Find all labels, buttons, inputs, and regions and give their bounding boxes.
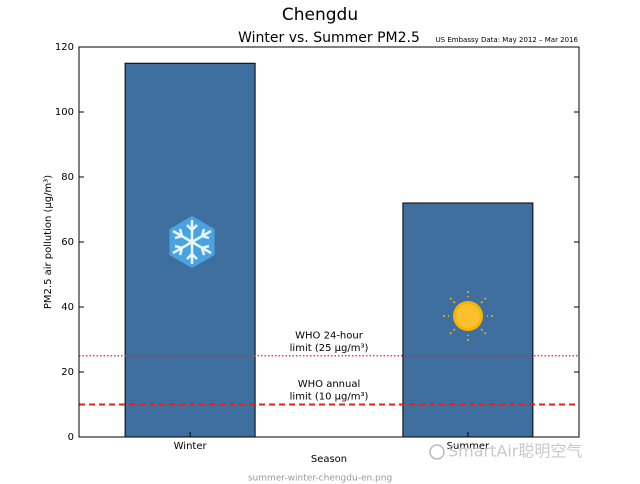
y-axis-label: PM2.5 air pollution (μg/m³) (43, 175, 54, 309)
sun-icon (443, 291, 493, 341)
chart-title: Winter vs. Summer PM2.5 (238, 30, 420, 46)
reference-label: WHO 24-hour (295, 330, 364, 341)
chart-suptitle: Chengdu (282, 5, 358, 25)
y-tick-label: 100 (55, 107, 74, 118)
snowflake-icon (169, 216, 215, 268)
y-tick-label: 0 (68, 432, 74, 443)
reference-label: limit (25 μg/m³) (290, 343, 369, 354)
watermark: SmartAir聪明空气 (429, 442, 582, 461)
y-tick-label: 40 (61, 302, 74, 313)
y-tick-label: 20 (61, 367, 74, 378)
x-axis-label: Season (311, 454, 347, 465)
plot-area: 0 20 40 60 80 100 120 Winter Summer WHO 24-hour li… (55, 42, 580, 452)
chart-note: US Embassy Data: May 2012 – Mar 2016 (436, 36, 579, 44)
reference-label: WHO annual (298, 379, 361, 390)
plot-frame (78, 46, 580, 438)
x-tick-label: Summer (447, 441, 490, 452)
y-tick-label: 80 (61, 172, 74, 183)
watermark-text: SmartAir聪明空气 (448, 442, 582, 461)
caption: summer-winter-chengdu-en.png (248, 474, 392, 484)
y-tick-label: 120 (55, 42, 74, 53)
reference-label: limit (10 μg/m³) (290, 392, 369, 403)
x-tick-label: Winter (174, 441, 208, 452)
y-tick-label: 60 (61, 237, 74, 248)
